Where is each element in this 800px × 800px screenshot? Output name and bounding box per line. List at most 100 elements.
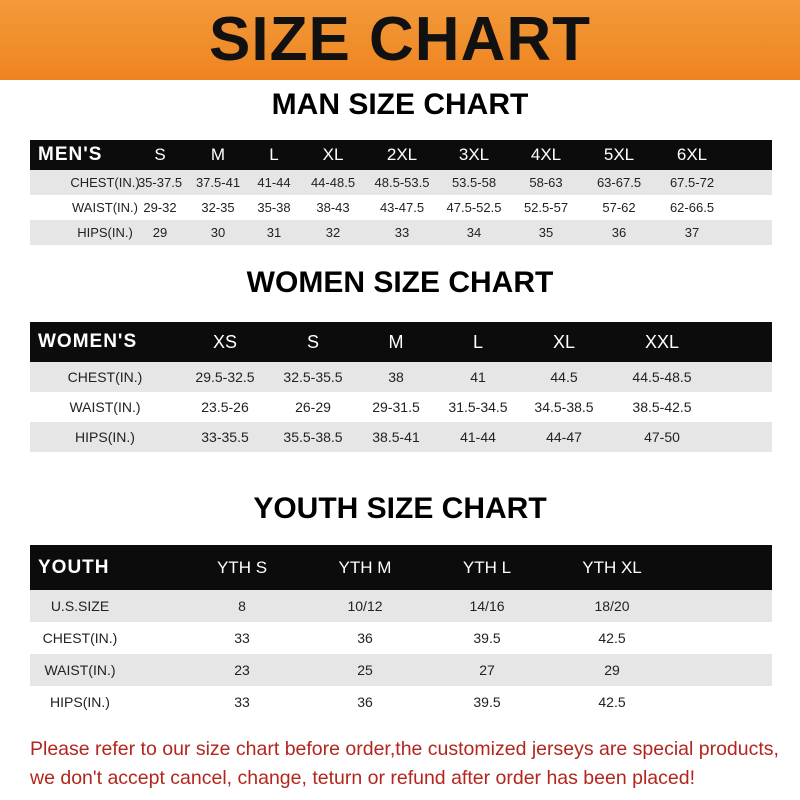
measurement-cell: 44.5 xyxy=(550,369,578,385)
size-header: YTH S xyxy=(216,558,268,577)
measurement-cell: 27 xyxy=(479,662,495,678)
measurement-cell: 35-37.5 xyxy=(137,175,183,190)
measurement-cell: 8 xyxy=(238,598,246,614)
men-header-row: MEN'S S M L XL 2XL 3XL 4XL 5XL 6XL xyxy=(30,140,772,170)
measurement-cell: 32 xyxy=(325,225,341,240)
table-row: U.S.SIZE 8 10/12 14/16 18/20 xyxy=(30,590,772,622)
measurement-cell: 23 xyxy=(234,662,250,678)
row-label: HIPS(IN.) xyxy=(50,694,110,710)
measurement-cell: 31 xyxy=(266,225,282,240)
row-label: WAIST(IN.) xyxy=(72,200,138,215)
size-header: 6XL xyxy=(676,145,708,164)
size-header: 3XL xyxy=(458,145,490,164)
men-size-table: MEN'S S M L XL 2XL 3XL 4XL 5XL 6XL CHEST(IN.) 35-37… xyxy=(30,140,772,245)
measurement-cell: 23.5-26 xyxy=(201,399,249,415)
measurement-cell: 36 xyxy=(357,694,373,710)
measurement-cell: 30 xyxy=(210,225,226,240)
size-header: XS xyxy=(212,332,238,352)
size-header: 5XL xyxy=(603,145,635,164)
table-row: CHEST(IN.) 29.5-32.5 32.5-35.5 38 41 44.5 44.5… xyxy=(30,362,772,392)
measurement-cell: 32-35 xyxy=(201,200,235,215)
youth-size-table: YOUTH YTH S YTH M YTH L YTH XL U.S.SIZE 8 10/12… xyxy=(30,545,772,718)
measurement-cell: 36 xyxy=(611,225,627,240)
measurement-cell: 44-47 xyxy=(546,429,582,445)
size-header: YTH XL xyxy=(582,558,642,577)
size-header: 4XL xyxy=(530,145,562,164)
measurement-cell: 14/16 xyxy=(469,598,505,614)
table-row: HIPS(IN.) 29 30 31 32 33 34 35 36 37 xyxy=(30,220,772,245)
row-label: WAIST(IN.) xyxy=(44,662,116,678)
measurement-cell: 18/20 xyxy=(594,598,630,614)
table-row: HIPS(IN.) 33-35.5 35.5-38.5 38.5-41 41-44 44-… xyxy=(30,422,772,452)
table-row: WAIST(IN.) 29-32 32-35 35-38 38-43 43-47.5 47.… xyxy=(30,195,772,220)
measurement-cell: 38.5-42.5 xyxy=(632,399,692,415)
row-label: CHEST(IN.) xyxy=(67,369,143,385)
row-label: CHEST(IN.) xyxy=(70,175,140,190)
table-row: CHEST(IN.) 35-37.5 37.5-41 41-44 44-48.5 48.5… xyxy=(30,170,772,195)
measurement-cell: 10/12 xyxy=(347,598,383,614)
measurement-cell: 48.5-53.5 xyxy=(374,175,430,190)
measurement-cell: 29.5-32.5 xyxy=(195,369,255,385)
size-header: YTH L xyxy=(462,558,512,577)
measurement-cell: 31.5-34.5 xyxy=(448,399,508,415)
measurement-cell: 63-67.5 xyxy=(596,175,642,190)
measurement-cell: 32.5-35.5 xyxy=(283,369,343,385)
measurement-cell: 33 xyxy=(394,225,410,240)
size-header: M xyxy=(388,332,404,352)
youth-table-label: YOUTH xyxy=(38,557,110,578)
measurement-cell: 41-44 xyxy=(257,175,291,190)
measurement-cell: 58-63 xyxy=(529,175,563,190)
women-header-row: WOMEN'S XS S M L XL XXL xyxy=(30,322,772,362)
measurement-cell: 44-48.5 xyxy=(310,175,356,190)
row-label: HIPS(IN.) xyxy=(75,429,135,445)
measurement-cell: 43-47.5 xyxy=(379,200,425,215)
men-section-title: MAN SIZE CHART xyxy=(271,88,529,121)
size-header: M xyxy=(210,145,226,164)
row-label: CHEST(IN.) xyxy=(42,630,118,646)
row-label: U.S.SIZE xyxy=(50,598,110,614)
table-row: CHEST(IN.) 33 36 39.5 42.5 xyxy=(30,622,772,654)
youth-section-title: YOUTH SIZE CHART xyxy=(253,492,547,525)
women-size-table: WOMEN'S XS S M L XL XXL CHEST(IN.) 29.5-32.5 32.5… xyxy=(30,322,772,452)
measurement-cell: 34 xyxy=(466,225,482,240)
row-label: HIPS(IN.) xyxy=(77,225,133,240)
measurement-cell: 39.5 xyxy=(473,630,501,646)
measurement-cell: 33 xyxy=(234,694,250,710)
banner: SIZE CHART xyxy=(0,0,800,80)
table-row: HIPS(IN.) 33 36 39.5 42.5 xyxy=(30,686,772,718)
measurement-cell: 39.5 xyxy=(473,694,501,710)
measurement-cell: 52.5-57 xyxy=(523,200,569,215)
youth-header-row: YOUTH YTH S YTH M YTH L YTH XL xyxy=(30,545,772,590)
measurement-cell: 37.5-41 xyxy=(195,175,241,190)
measurement-cell: 38 xyxy=(388,369,404,385)
size-header: L xyxy=(269,145,279,164)
measurement-cell: 33-35.5 xyxy=(201,429,249,445)
disclaimer-line-1: Please refer to our size chart before or… xyxy=(30,738,779,760)
size-header: XL xyxy=(322,145,344,164)
size-header: S xyxy=(306,332,320,352)
measurement-cell: 36 xyxy=(357,630,373,646)
size-header: 2XL xyxy=(386,145,418,164)
size-header: L xyxy=(472,332,484,352)
women-section-title: WOMEN SIZE CHART xyxy=(246,266,554,299)
measurement-cell: 42.5 xyxy=(598,694,626,710)
measurement-cell: 44.5-48.5 xyxy=(632,369,692,385)
measurement-cell: 57-62 xyxy=(602,200,636,215)
measurement-cell: 35-38 xyxy=(257,200,291,215)
disclaimer: Please refer to our size chart before or… xyxy=(30,735,800,793)
measurement-cell: 26-29 xyxy=(295,399,331,415)
measurement-cell: 29-31.5 xyxy=(372,399,420,415)
disclaimer-line-2: we don't accept cancel, change, teturn o… xyxy=(30,767,695,789)
measurement-cell: 34.5-38.5 xyxy=(534,399,594,415)
measurement-cell: 29 xyxy=(152,225,168,240)
row-label: WAIST(IN.) xyxy=(69,399,141,415)
men-table-label: MEN'S xyxy=(38,144,103,165)
measurement-cell: 38.5-41 xyxy=(372,429,420,445)
measurement-cell: 33 xyxy=(234,630,250,646)
measurement-cell: 53.5-58 xyxy=(451,175,497,190)
measurement-cell: 67.5-72 xyxy=(669,175,715,190)
women-table-label: WOMEN'S xyxy=(38,331,138,352)
page-title: SIZE CHART xyxy=(209,5,591,74)
size-header: XL xyxy=(552,332,576,352)
measurement-cell: 47.5-52.5 xyxy=(446,200,502,215)
